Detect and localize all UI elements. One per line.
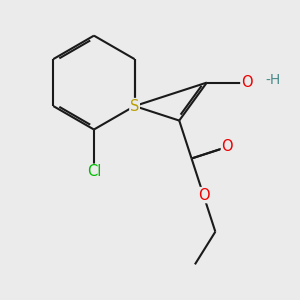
Text: Cl: Cl: [87, 164, 101, 179]
Text: O: O: [241, 75, 253, 90]
Text: -H: -H: [265, 73, 280, 87]
Text: O: O: [221, 140, 233, 154]
Text: S: S: [130, 98, 139, 113]
Text: O: O: [198, 188, 209, 202]
